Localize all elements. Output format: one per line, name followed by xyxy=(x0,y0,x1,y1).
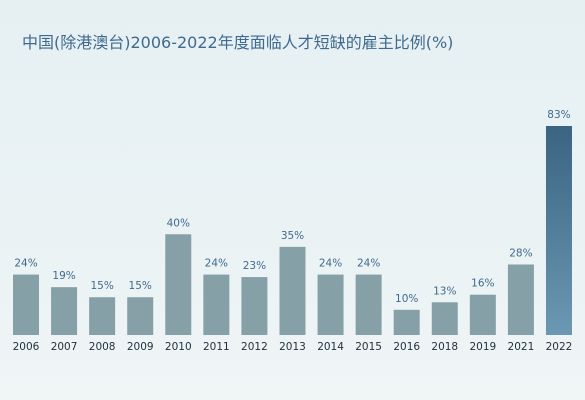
data-label-2014: 24% xyxy=(319,258,342,270)
data-label-2010: 40% xyxy=(167,217,190,229)
bar-2011 xyxy=(203,274,230,335)
bar-2018 xyxy=(431,302,458,335)
x-tick-label-2009: 2009 xyxy=(127,341,154,353)
data-label-2022: 83% xyxy=(547,109,570,121)
bar-2013 xyxy=(279,246,306,335)
data-label-2009: 15% xyxy=(129,280,152,292)
x-tick-label-2014: 2014 xyxy=(317,341,344,353)
bar-2007 xyxy=(51,287,78,335)
x-tick-label-2016: 2016 xyxy=(393,341,420,353)
x-tick-label-2013: 2013 xyxy=(279,341,306,353)
bar-2022 xyxy=(545,126,572,335)
data-label-2012: 23% xyxy=(243,260,266,272)
x-tick-label-2007: 2007 xyxy=(51,341,78,353)
bar-2019 xyxy=(469,294,496,335)
bar-2008 xyxy=(89,297,116,335)
data-label-2006: 24% xyxy=(14,258,37,270)
bar-2015 xyxy=(355,274,382,335)
data-label-2007: 19% xyxy=(52,270,75,282)
bar-2010 xyxy=(165,234,192,335)
bar-2012 xyxy=(241,277,268,335)
x-tick-label-2019: 2019 xyxy=(469,341,496,353)
bar-2016 xyxy=(393,309,420,335)
bar-2021 xyxy=(507,264,534,335)
data-label-2018: 13% xyxy=(433,285,456,297)
x-tick-label-2011: 2011 xyxy=(203,341,230,353)
data-label-2021: 28% xyxy=(509,247,532,259)
chart-title: 中国(除港澳台)2006-2022年度面临人才短缺的雇主比例(%) xyxy=(22,33,454,52)
data-label-2019: 16% xyxy=(471,278,494,290)
data-label-2011: 24% xyxy=(205,258,228,270)
x-tick-label-2006: 2006 xyxy=(13,341,40,353)
x-tick-label-2018: 2018 xyxy=(431,341,458,353)
x-tick-label-2008: 2008 xyxy=(89,341,116,353)
bar-2006 xyxy=(13,274,39,335)
data-label-2016: 10% xyxy=(395,293,418,305)
bar-2014 xyxy=(317,274,344,335)
x-tick-label-2021: 2021 xyxy=(508,341,535,353)
data-label-2015: 24% xyxy=(357,258,380,270)
bar-2009 xyxy=(127,297,154,335)
x-tick-label-2022: 2022 xyxy=(546,341,573,353)
data-label-2013: 35% xyxy=(281,230,304,242)
x-tick-label-2010: 2010 xyxy=(165,341,192,353)
x-tick-label-2015: 2015 xyxy=(355,341,382,353)
x-tick-label-2012: 2012 xyxy=(241,341,268,353)
data-label-2008: 15% xyxy=(90,280,113,292)
